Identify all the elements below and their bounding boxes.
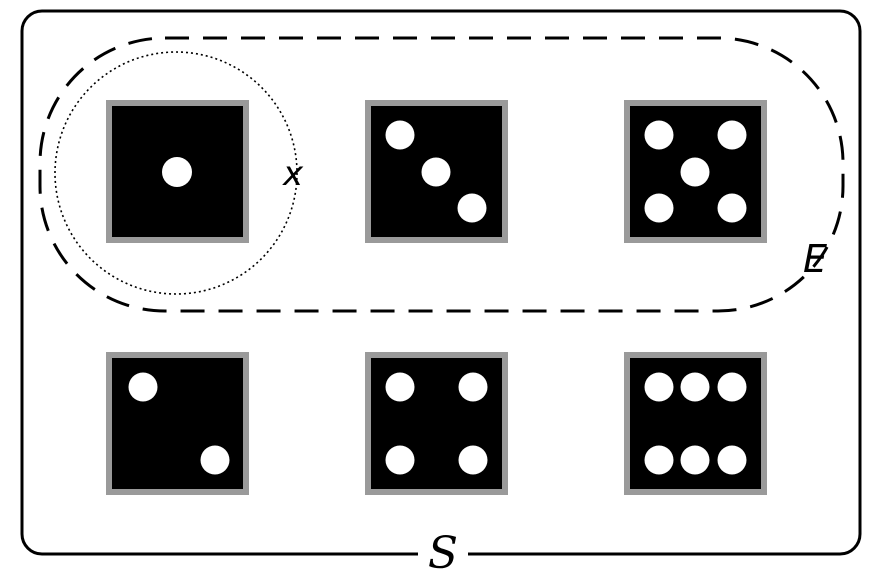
pip — [717, 445, 747, 475]
pip — [458, 372, 488, 402]
pip — [680, 157, 710, 187]
die-2 — [106, 352, 249, 495]
pip — [128, 372, 158, 402]
pip — [200, 445, 230, 475]
pip — [644, 445, 674, 475]
sample-space-label-gap — [418, 540, 468, 570]
pip — [385, 445, 415, 475]
pip — [458, 445, 488, 475]
pip — [162, 157, 192, 187]
pip — [385, 120, 415, 150]
pip — [644, 120, 674, 150]
event-label: E — [803, 237, 827, 281]
pip — [717, 372, 747, 402]
pip — [680, 372, 710, 402]
pip — [644, 372, 674, 402]
pip — [457, 193, 487, 223]
outcome-circle — [54, 51, 298, 295]
pip — [385, 372, 415, 402]
pip — [644, 193, 674, 223]
pip — [717, 193, 747, 223]
outcome-label: x — [282, 154, 304, 194]
event-region — [38, 36, 845, 313]
pip — [680, 445, 710, 475]
pip — [421, 157, 451, 187]
die-4 — [365, 352, 508, 495]
pip — [717, 120, 747, 150]
sample-space-label: S — [428, 528, 458, 579]
